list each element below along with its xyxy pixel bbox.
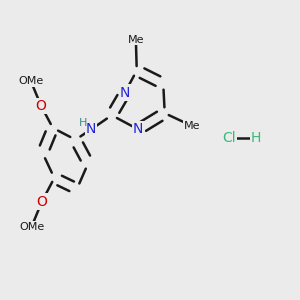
Text: N: N	[133, 122, 143, 136]
Text: OMe: OMe	[19, 222, 44, 232]
Text: H: H	[251, 131, 261, 145]
Text: O: O	[36, 99, 46, 113]
Text: N: N	[86, 122, 96, 136]
Text: H: H	[79, 118, 87, 128]
Text: OMe: OMe	[18, 76, 44, 86]
Text: Cl: Cl	[223, 131, 236, 145]
Text: Me: Me	[184, 121, 200, 131]
Text: N: N	[120, 85, 130, 100]
Text: Me: Me	[128, 34, 144, 45]
Text: O: O	[37, 194, 47, 208]
